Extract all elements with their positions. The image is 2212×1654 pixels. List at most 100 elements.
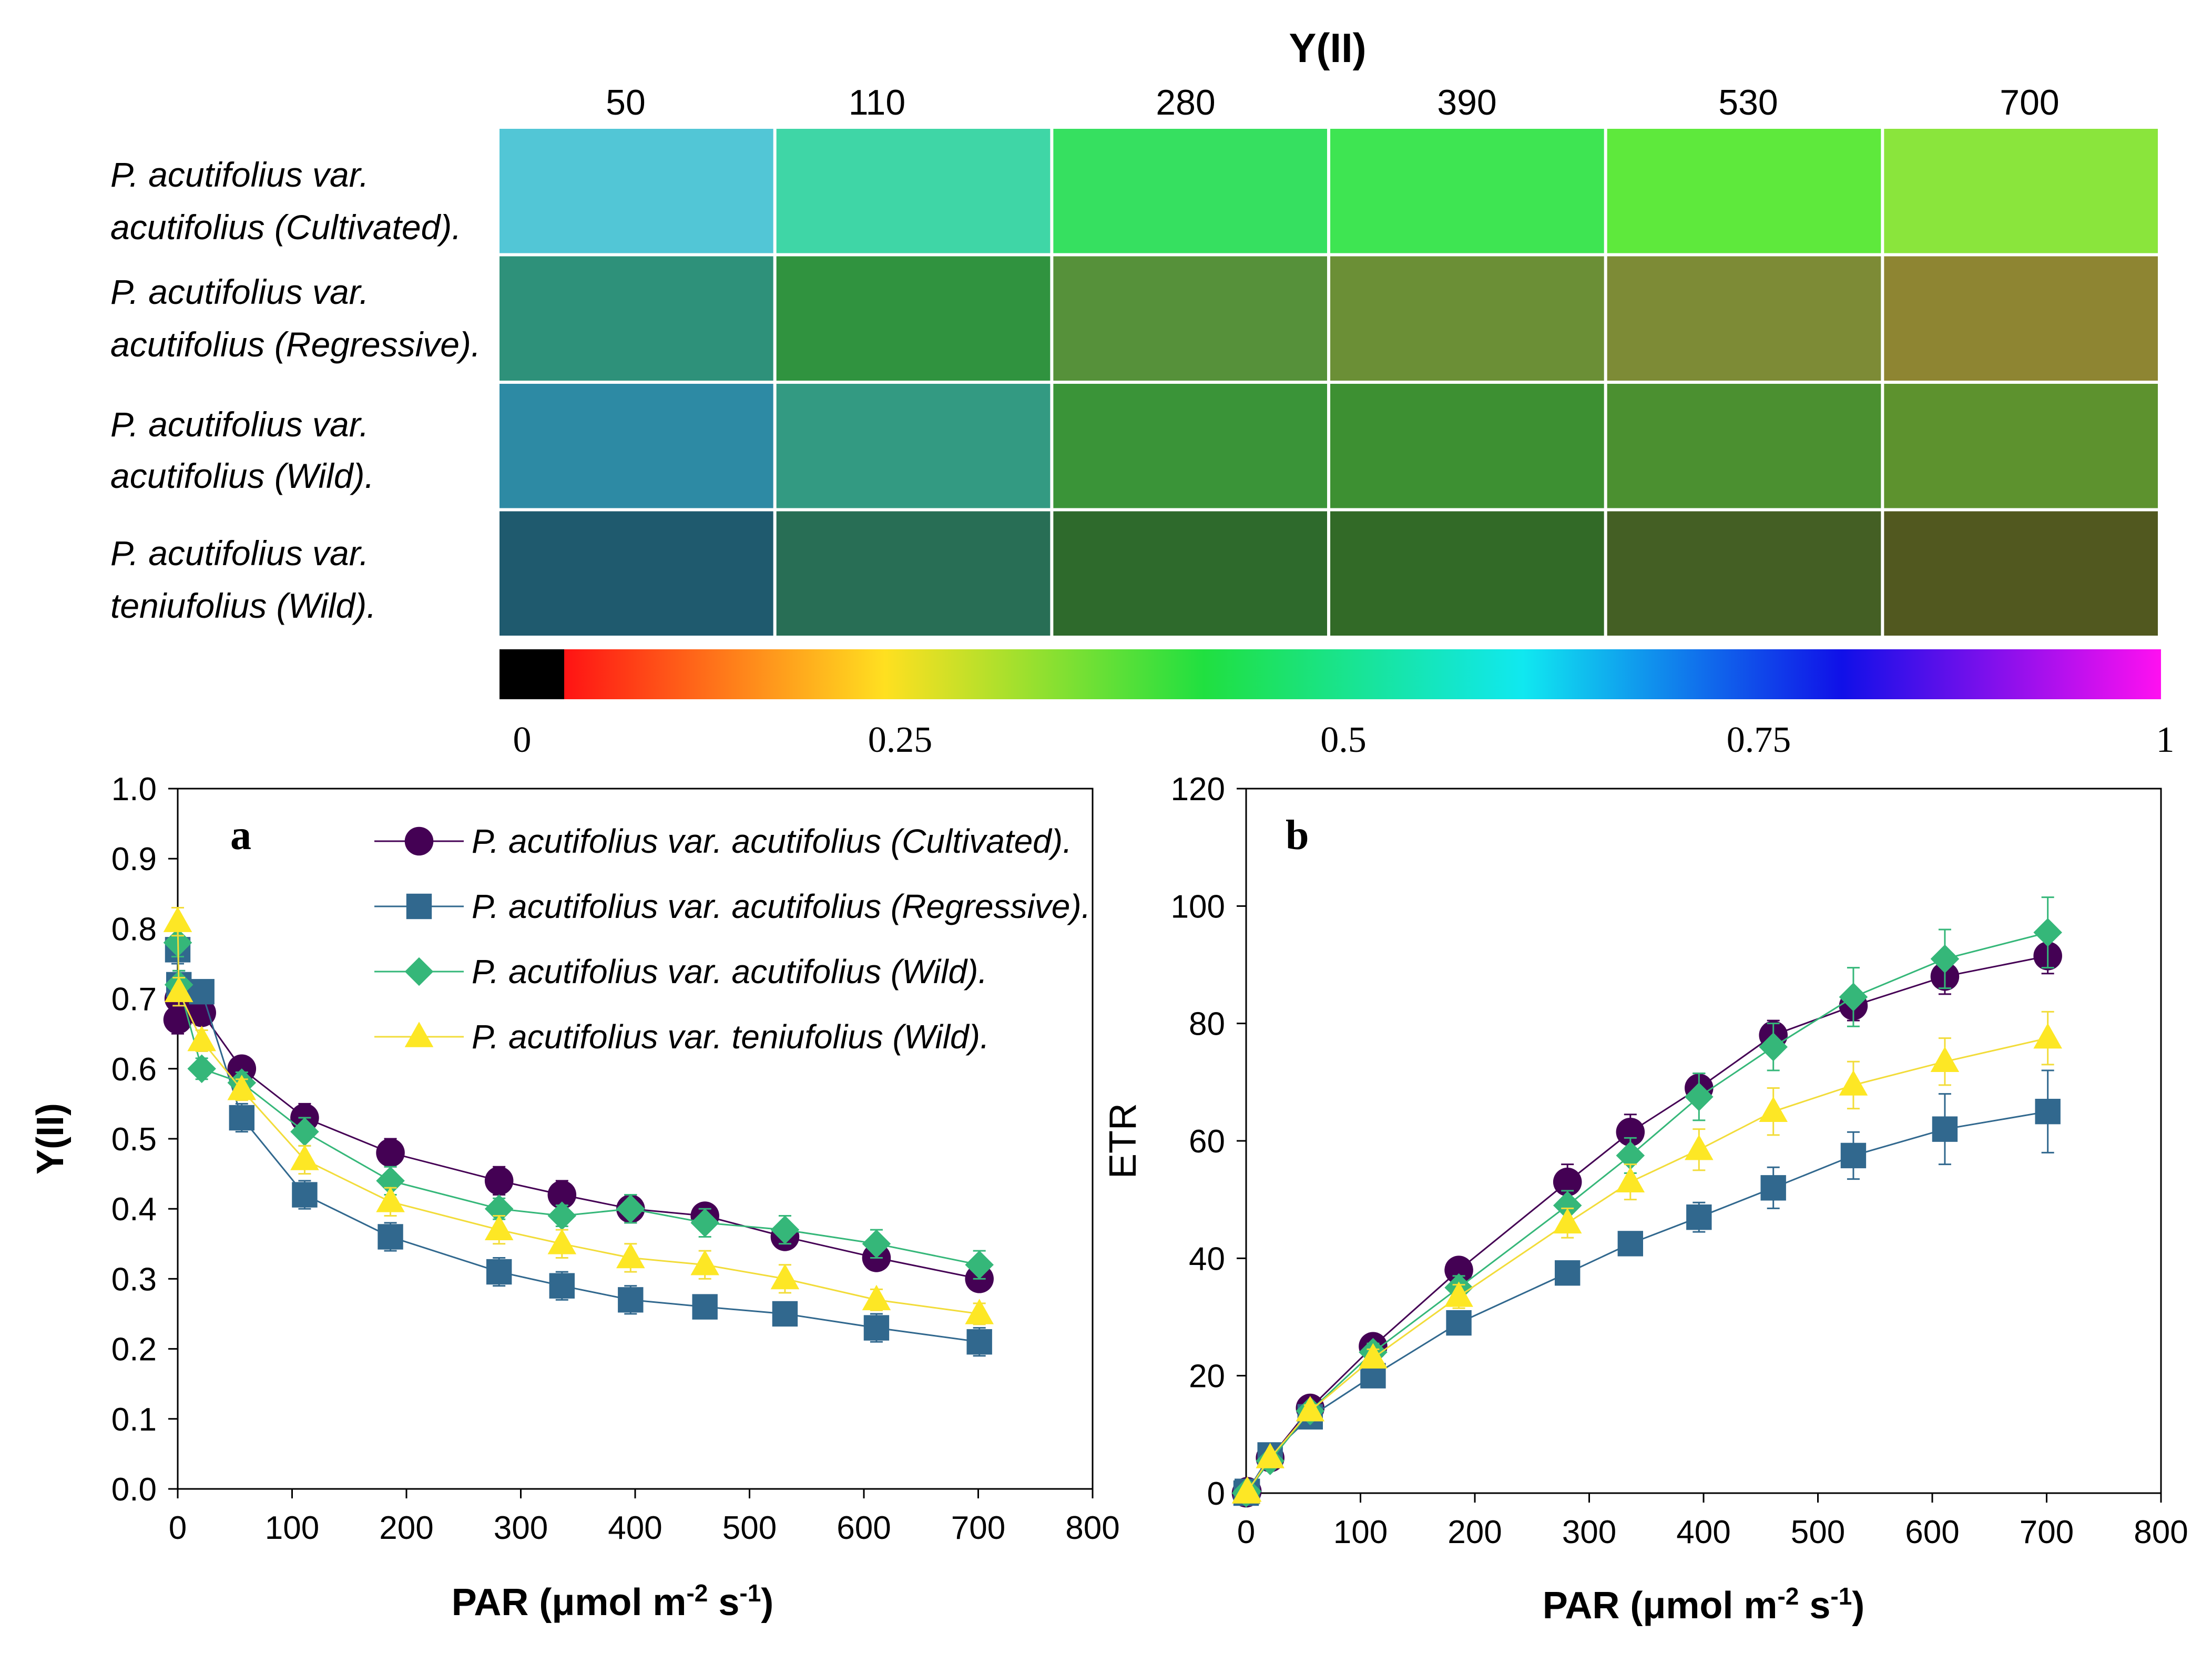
diamond-marker <box>1930 944 1960 974</box>
series-line <box>1245 955 2048 1494</box>
column-label-700: 700 <box>2000 83 2059 122</box>
triangle-marker <box>770 1263 800 1290</box>
chart-b-axes: 0 100 200 300 400 500 600 700 800 0 20 40 60 80 100 120 <box>1171 771 2188 1550</box>
chart-b-x-axis-title: PAR (μmol m-2 s-1) <box>1543 1582 1865 1627</box>
row-label-wild-line1: P. acutifolius var. <box>110 405 369 444</box>
triangle-marker <box>1930 1046 1960 1073</box>
circle-marker <box>187 998 216 1027</box>
series-line <box>1245 932 2048 1494</box>
heatmap-cell <box>1330 384 1604 508</box>
x-tick-label: 500 <box>1791 1514 1845 1550</box>
x-tick-label: 200 <box>1448 1514 1502 1550</box>
square-marker <box>229 1105 254 1131</box>
series-square <box>1233 1069 2061 1506</box>
circle-marker <box>404 826 434 856</box>
triangle-marker <box>376 1187 405 1212</box>
circle-marker <box>547 1180 577 1209</box>
y-tick-label: 80 <box>1189 1006 1225 1043</box>
y-tick-label: 0.4 <box>111 1191 157 1228</box>
heatmap-cell <box>1884 384 2158 508</box>
colorbar-tick-0.5: 0.5 <box>1320 720 1367 760</box>
chart-a-x-axis-title: PAR (μmol m-2 s-1) <box>452 1579 774 1624</box>
square-marker <box>189 979 215 1005</box>
y-tick-label: 1.0 <box>111 771 157 808</box>
heatmap-cell <box>500 256 773 381</box>
x-tick-label: 300 <box>1562 1514 1616 1550</box>
triangle-marker <box>1616 1167 1645 1192</box>
diamond-marker <box>690 1208 719 1238</box>
heatmap-column-labels: 50 110 280 390 530 700 <box>606 83 2060 122</box>
square-marker <box>1932 1116 1958 1142</box>
y-tick-label: 0.7 <box>111 982 157 1018</box>
heatmap-cell <box>1884 511 2158 636</box>
triangle-marker <box>1296 1396 1325 1422</box>
diamond-marker <box>2033 918 2062 947</box>
heatmap-cell <box>776 129 1051 253</box>
colorbar-tick-labels: 0 0.25 0.5 0.75 1 <box>513 720 2175 760</box>
y-tick-label: 0.3 <box>111 1261 157 1298</box>
square-marker <box>1840 1142 1867 1169</box>
triangle-marker <box>965 1299 994 1324</box>
chart-b-series <box>1231 896 2062 1508</box>
heatmap-cell <box>1330 129 1604 253</box>
triangle-marker <box>616 1242 645 1269</box>
row-label-wild-line2: acutifolius (Wild). <box>110 456 374 495</box>
square-marker <box>378 1224 403 1250</box>
series-line <box>177 949 980 1343</box>
square-marker <box>966 1329 992 1355</box>
heatmap-title: Y(II) <box>1289 25 1366 71</box>
heatmap-cell <box>776 384 1051 508</box>
square-marker <box>1617 1231 1643 1257</box>
row-label-teniufolius-line1: P. acutifolius var. <box>110 534 369 573</box>
x-tick-label: 100 <box>265 1510 319 1546</box>
square-marker <box>772 1301 798 1327</box>
y-tick-label: 0.0 <box>111 1472 157 1508</box>
square-marker <box>292 1182 318 1208</box>
triangle-marker <box>1685 1135 1714 1160</box>
diamond-marker <box>1759 1033 1788 1061</box>
square-marker <box>1760 1175 1786 1201</box>
triangle-marker <box>484 1214 514 1240</box>
column-label-390: 390 <box>1437 83 1496 122</box>
triangle-marker <box>163 906 192 932</box>
colorbar-tick-0.75: 0.75 <box>1727 720 1791 760</box>
row-label-regressive-line2: acutifolius (Regressive). <box>110 325 481 364</box>
x-tick-label: 0 <box>169 1510 187 1546</box>
y-tick-label: 0.1 <box>111 1402 157 1438</box>
series-triangle <box>1231 1010 2062 1504</box>
y-tick-label: 100 <box>1171 889 1225 925</box>
heatmap-cell <box>1053 256 1327 381</box>
y-tick-label: 0.2 <box>111 1332 157 1368</box>
diamond-marker <box>1616 1141 1645 1170</box>
series-circle <box>1231 937 2062 1508</box>
square-marker <box>1446 1310 1472 1336</box>
x-tick-label: 700 <box>2020 1514 2074 1550</box>
y-tick-label: 0.9 <box>111 841 157 877</box>
triangle-marker <box>1359 1343 1388 1369</box>
diamond-marker <box>1839 983 1868 1012</box>
triangle-marker <box>290 1145 319 1170</box>
square-marker <box>486 1259 512 1285</box>
column-label-280: 280 <box>1156 83 1215 122</box>
circle-marker <box>163 1005 192 1034</box>
triangle-marker <box>164 976 193 1003</box>
chart-a-y-axis-title: Y(II) <box>29 1103 72 1175</box>
heatmap-cell <box>1330 511 1604 636</box>
chart-a-panel-label: a <box>230 812 251 859</box>
x-tick-label: 700 <box>951 1510 1005 1546</box>
x-tick-label: 800 <box>1065 1510 1119 1546</box>
x-tick-label: 400 <box>608 1510 662 1546</box>
column-label-110: 110 <box>849 83 905 122</box>
diamond-marker <box>1553 1191 1582 1220</box>
diamond-marker <box>376 1166 405 1196</box>
heatmap-cell <box>1330 256 1604 381</box>
heatmap-cell <box>1607 256 1881 381</box>
chart-a-yii: a Y(II) PAR (μmol m-2 s-1) 0 100 200 300 400… <box>29 771 1120 1624</box>
heatmap-cell <box>1053 384 1327 508</box>
heatmap-cell <box>500 511 773 636</box>
circle-marker <box>1553 1167 1582 1197</box>
heatmap-cell <box>500 384 773 508</box>
series-square <box>165 935 992 1357</box>
y-tick-label: 20 <box>1189 1359 1225 1395</box>
